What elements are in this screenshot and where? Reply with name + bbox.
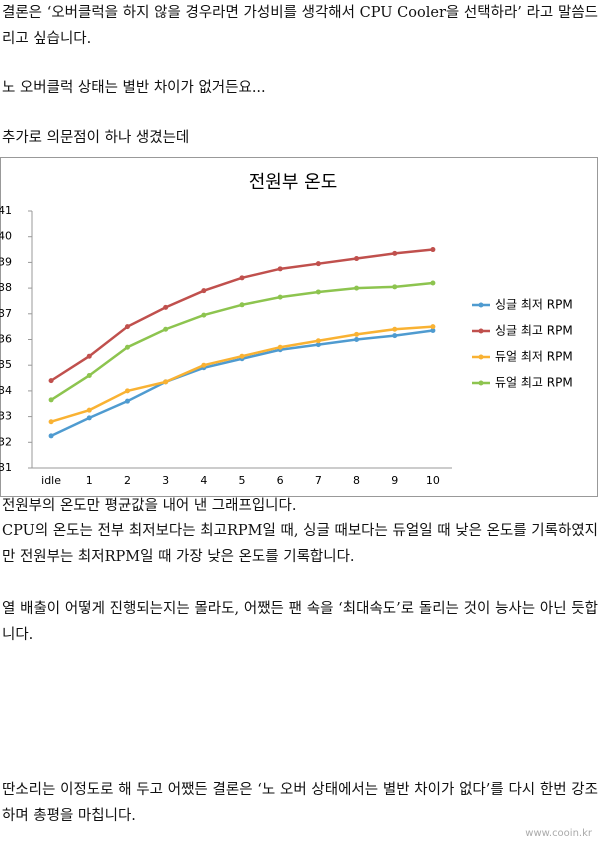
data-point	[430, 328, 436, 334]
chart-title: 전원부 온도	[249, 172, 338, 193]
data-point	[277, 344, 283, 350]
x-tick-label: 4	[200, 474, 207, 487]
paragraph: 딴소리는 이정도로 해 두고 어쨌든 결론은 ‘노 오버 상태에서는 별반 차이…	[2, 782, 598, 824]
x-tick-label: 9	[391, 474, 398, 487]
paragraph: 노 오버클럭 상태는 별반 차이가 없거든요...	[2, 80, 266, 96]
x-tick-label: 3	[162, 474, 169, 487]
paragraph: 추가로 의문점이 하나 생겼는데	[2, 130, 190, 146]
data-point	[354, 331, 360, 337]
data-point	[392, 250, 398, 256]
x-tick-label: 6	[277, 474, 284, 487]
data-point	[201, 288, 207, 294]
data-point	[239, 275, 245, 281]
data-point	[430, 324, 436, 330]
data-point	[201, 312, 207, 318]
data-point	[86, 372, 92, 378]
y-tick-label: 37	[0, 307, 12, 320]
x-tick-label: idle	[41, 474, 61, 487]
x-tick-label: 5	[239, 474, 246, 487]
data-point	[392, 333, 398, 339]
x-tick-label: 1	[86, 474, 93, 487]
data-point	[354, 285, 360, 291]
data-point	[239, 353, 245, 359]
x-tick-label: 10	[426, 474, 440, 487]
data-point	[277, 266, 283, 272]
data-point	[163, 379, 169, 385]
y-tick-label: 36	[0, 333, 12, 346]
data-point	[163, 304, 169, 310]
y-tick-label: 35	[0, 358, 12, 371]
y-tick-label: 31	[0, 461, 12, 474]
data-point	[163, 326, 169, 332]
x-tick-label: 2	[124, 474, 131, 487]
chart-frame	[0, 157, 598, 497]
data-point	[430, 280, 436, 286]
legend-marker	[478, 302, 484, 308]
y-tick-label: 40	[0, 230, 12, 243]
data-point	[392, 284, 398, 290]
data-point	[315, 261, 321, 267]
data-point	[201, 362, 207, 368]
y-tick-label: 38	[0, 281, 12, 294]
data-point	[124, 398, 130, 404]
paragraph: 결론은 ‘오버클럭을 하지 않을 경우라면 가성비를 생각해서 CPU Cool…	[2, 5, 598, 47]
data-point	[86, 353, 92, 359]
legend-marker	[478, 380, 484, 386]
legend-label: 듀얼 최저 RPM	[495, 350, 573, 364]
data-point	[86, 415, 92, 421]
data-point	[48, 397, 54, 403]
legend-marker	[478, 328, 484, 334]
y-tick-label: 39	[0, 255, 12, 268]
data-point	[354, 256, 360, 262]
x-tick-label: 8	[353, 474, 360, 487]
data-point	[430, 247, 436, 253]
x-tick-label: 7	[315, 474, 322, 487]
data-point	[315, 338, 321, 344]
y-tick-label: 41	[0, 204, 12, 217]
paragraph: 전원부의 온도만 평균값을 내어 낸 그래프입니다.	[2, 498, 297, 514]
legend-marker	[478, 354, 484, 360]
legend-label: 싱글 최고 RPM	[495, 324, 573, 338]
y-tick-label: 33	[0, 410, 12, 423]
data-point	[239, 302, 245, 308]
data-point	[124, 388, 130, 394]
paragraph: CPU의 온도는 전부 최저보다는 최고RPM일 때, 싱글 때보다는 듀얼일 …	[2, 523, 598, 565]
watermark: www.cooin.kr	[525, 828, 592, 839]
data-point	[392, 326, 398, 332]
data-point	[354, 337, 360, 342]
y-tick-label: 34	[0, 384, 12, 397]
y-tick-label: 32	[0, 435, 12, 448]
legend-label: 싱글 최저 RPM	[495, 298, 573, 312]
data-point	[315, 342, 321, 348]
data-point	[124, 324, 130, 330]
data-point	[277, 294, 283, 300]
data-point	[86, 407, 92, 413]
legend-label: 듀얼 최고 RPM	[495, 376, 573, 390]
data-point	[48, 378, 54, 384]
data-point	[48, 433, 54, 439]
data-point	[124, 344, 130, 350]
data-point	[315, 289, 321, 295]
data-point	[48, 419, 54, 425]
paragraph: 열 배출이 어떻게 진행되는지는 몰라도, 어쨌든 팬 속을 ‘최대속도’로 돌…	[2, 601, 598, 643]
